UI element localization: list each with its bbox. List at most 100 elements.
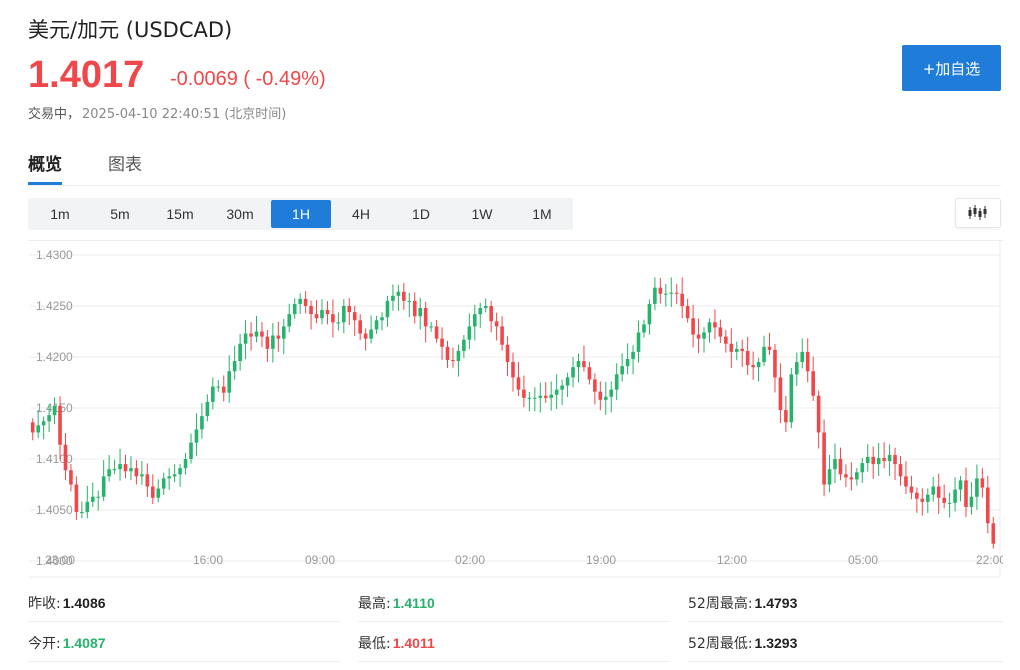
- candle-body: [347, 306, 352, 313]
- candle-body: [494, 321, 499, 327]
- candle-body: [947, 502, 952, 504]
- candle-body: [855, 472, 859, 480]
- candle-body: [385, 300, 390, 318]
- add-to-watchlist-button[interactable]: +加自选: [902, 45, 1001, 91]
- candle-body: [865, 456, 870, 464]
- candle-body: [500, 326, 504, 345]
- candle-body: [762, 346, 766, 363]
- candle-body: [456, 350, 461, 362]
- candle-body: [975, 478, 979, 497]
- candle-body: [358, 320, 362, 334]
- candle-body: [374, 320, 379, 330]
- stat-label: 今开:: [28, 635, 61, 652]
- period-4h-button[interactable]: 4H: [352, 206, 370, 222]
- candle-body: [538, 395, 543, 398]
- candle-body: [232, 361, 237, 372]
- candle-body: [931, 486, 936, 495]
- period-1d-button[interactable]: 1D: [412, 206, 430, 222]
- candle-body: [96, 496, 101, 498]
- stat-52w-high: 52周最高: 1.4793: [688, 584, 1003, 622]
- candle-body: [560, 385, 564, 390]
- candle-body: [773, 349, 777, 378]
- candle-body: [533, 397, 537, 399]
- candle-body: [909, 486, 914, 493]
- tab-bar: 概览 图表: [28, 150, 1001, 186]
- candle-body: [434, 326, 439, 339]
- period-1h-button[interactable]: 1H: [271, 200, 331, 228]
- tab-chart[interactable]: 图表: [108, 155, 142, 175]
- period-1m-button[interactable]: 1m: [50, 206, 70, 222]
- candle-body: [789, 374, 794, 423]
- stat-value: 1.4086: [62, 594, 106, 611]
- candle-body: [483, 306, 488, 309]
- candle-body: [418, 308, 423, 317]
- chart-type-button[interactable]: [955, 198, 1001, 228]
- candle-body: [756, 362, 761, 368]
- x-tick-label: 02:00: [455, 553, 485, 567]
- candlestick-chart[interactable]: 1.43001.42501.42001.41501.41001.40501.40…: [28, 241, 1003, 579]
- trading-status: 交易中， 2025-04-10 22:40:51 (北京时间): [28, 103, 286, 122]
- candle-body: [407, 300, 412, 302]
- candle-body: [445, 346, 450, 361]
- candle-body: [614, 374, 619, 390]
- candle-body: [211, 386, 215, 402]
- candle-body: [603, 396, 608, 400]
- candle-body: [369, 329, 373, 339]
- candle-body: [953, 489, 957, 503]
- candle-body: [271, 335, 275, 349]
- candle-body: [822, 432, 826, 485]
- candle-body: [402, 291, 406, 301]
- candle-body: [331, 314, 335, 323]
- candle-body: [156, 488, 161, 498]
- candle-body: [281, 326, 286, 339]
- candle-body: [936, 486, 941, 498]
- candle-body: [805, 351, 810, 372]
- period-30m-button[interactable]: 30m: [226, 206, 254, 222]
- candle-body: [178, 468, 182, 475]
- x-tick-label: 16:00: [193, 553, 223, 567]
- period-15m-button[interactable]: 15m: [166, 206, 194, 222]
- candle-body: [287, 314, 292, 327]
- candle-body: [816, 395, 821, 433]
- stat-low: 最低: 1.4011: [358, 624, 670, 662]
- candle-body: [107, 469, 111, 477]
- period-5m-button[interactable]: 5m: [110, 206, 130, 222]
- x-tick-label: 05:00: [848, 553, 878, 567]
- tab-overview[interactable]: 概览: [28, 150, 62, 185]
- candle-body: [920, 498, 925, 502]
- candle-body: [964, 480, 968, 507]
- period-selector: 1m 5m 15m 30m 1H 4H 1D 1W 1M: [28, 198, 573, 230]
- candle-body: [80, 512, 84, 514]
- candle-body: [336, 322, 341, 324]
- price-chart[interactable]: 1.43001.42501.42001.41501.41001.40501.40…: [28, 240, 1003, 578]
- candle-body: [123, 464, 128, 472]
- candle-body: [74, 484, 79, 513]
- stat-label: 最高:: [358, 595, 391, 612]
- candle-body: [478, 308, 483, 315]
- candle-body: [925, 494, 930, 502]
- candle-body: [145, 474, 150, 487]
- y-tick-label: 1.4300: [36, 248, 73, 262]
- candle-body: [511, 362, 515, 378]
- period-1w-button[interactable]: 1W: [471, 206, 493, 222]
- candle-body: [740, 348, 745, 351]
- candle-body: [713, 322, 717, 328]
- candle-body: [653, 287, 657, 304]
- candle-body: [893, 454, 897, 465]
- candle-body: [707, 322, 712, 333]
- candle-body: [467, 326, 472, 340]
- candle-body: [161, 478, 166, 489]
- candle-body: [587, 367, 592, 380]
- candle-body: [598, 391, 603, 400]
- candle-body: [674, 292, 679, 294]
- candle-body: [489, 306, 493, 322]
- y-tick-label: 1.4000: [36, 554, 73, 568]
- candle-body: [260, 331, 264, 337]
- candle-body: [63, 444, 68, 471]
- candle-body: [265, 336, 270, 349]
- candle-body: [745, 350, 750, 366]
- candle-body: [882, 457, 886, 462]
- period-1mo-button[interactable]: 1M: [532, 206, 552, 222]
- candle-body: [669, 292, 674, 294]
- candle-body: [363, 333, 368, 339]
